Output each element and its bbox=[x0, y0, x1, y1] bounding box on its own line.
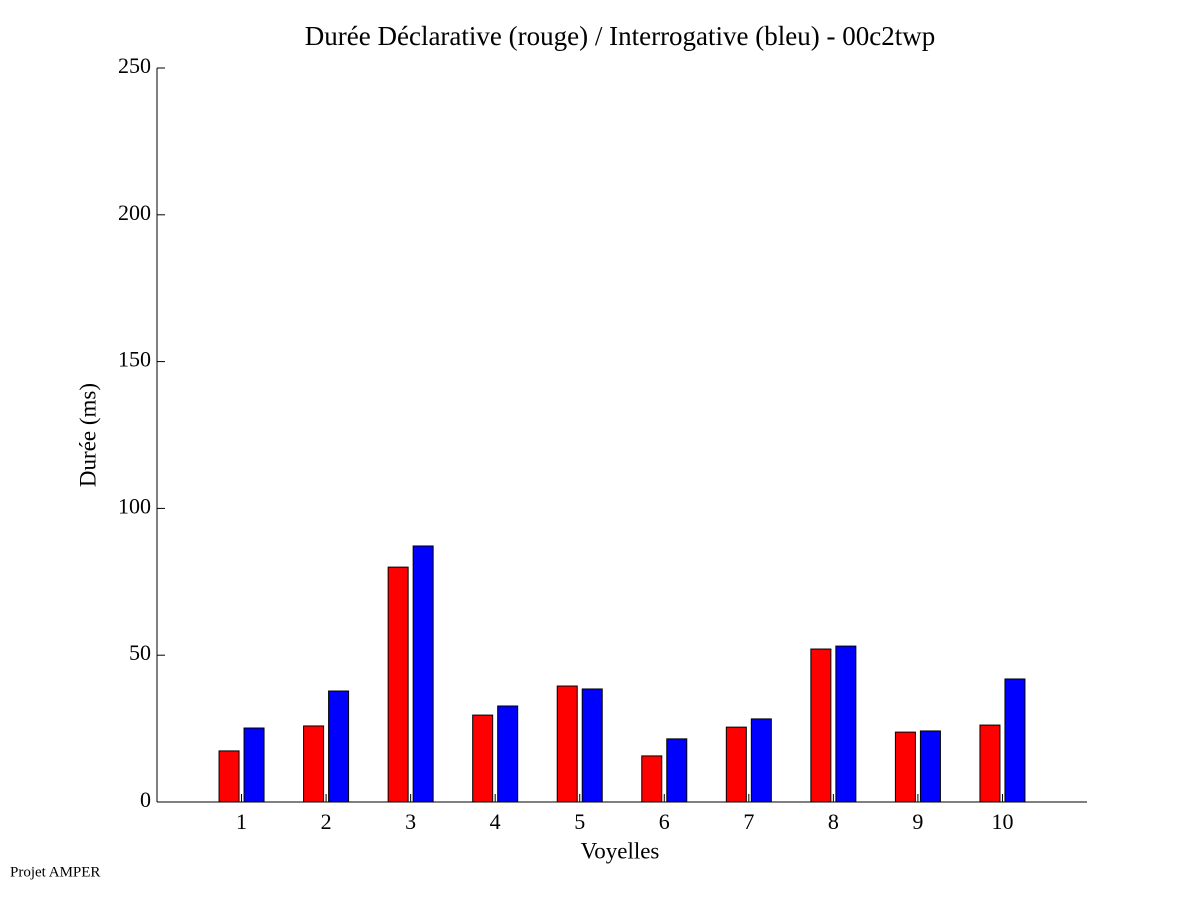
bar bbox=[894, 731, 916, 803]
bar bbox=[750, 718, 772, 803]
bar bbox=[472, 714, 494, 803]
x-tick-label: 6 bbox=[659, 809, 670, 834]
bar bbox=[979, 724, 1001, 803]
x-tick-label: 3 bbox=[405, 809, 416, 834]
bar bbox=[581, 688, 603, 803]
bar bbox=[666, 738, 688, 803]
bar bbox=[641, 755, 663, 803]
x-tick-label: 1 bbox=[236, 809, 247, 834]
x-tick-label: 4 bbox=[490, 809, 501, 834]
bar bbox=[810, 648, 832, 803]
y-tick-label: 0 bbox=[140, 787, 151, 812]
x-tick-label: 10 bbox=[991, 809, 1013, 834]
bar bbox=[497, 705, 519, 803]
bar bbox=[835, 645, 857, 803]
x-tick-label: 5 bbox=[574, 809, 585, 834]
footer: Projet AMPER bbox=[10, 864, 100, 880]
x-axis-label: Voyelles bbox=[581, 838, 660, 863]
y-tick-label: 200 bbox=[118, 200, 151, 225]
x-tick-label: 8 bbox=[828, 809, 839, 834]
bar bbox=[1004, 678, 1026, 803]
bar bbox=[725, 726, 747, 803]
bar bbox=[328, 690, 350, 803]
bar bbox=[387, 566, 409, 803]
x-tick-label: 9 bbox=[912, 809, 923, 834]
y-tick-label: 250 bbox=[118, 53, 151, 78]
bar bbox=[556, 685, 578, 803]
x-tick-label: 2 bbox=[321, 809, 332, 834]
bar bbox=[218, 750, 240, 803]
x-tick-label: 7 bbox=[743, 809, 754, 834]
bar bbox=[919, 730, 941, 803]
y-axis-label: Durée (ms) bbox=[75, 383, 100, 487]
bar bbox=[303, 725, 325, 803]
y-tick-label: 150 bbox=[118, 347, 151, 372]
bar bbox=[243, 727, 265, 803]
bar bbox=[412, 545, 434, 803]
y-tick-label: 50 bbox=[129, 640, 151, 665]
y-tick-label: 100 bbox=[118, 493, 151, 518]
chart-title: Durée Déclarative (rouge) / Interrogativ… bbox=[305, 21, 935, 51]
